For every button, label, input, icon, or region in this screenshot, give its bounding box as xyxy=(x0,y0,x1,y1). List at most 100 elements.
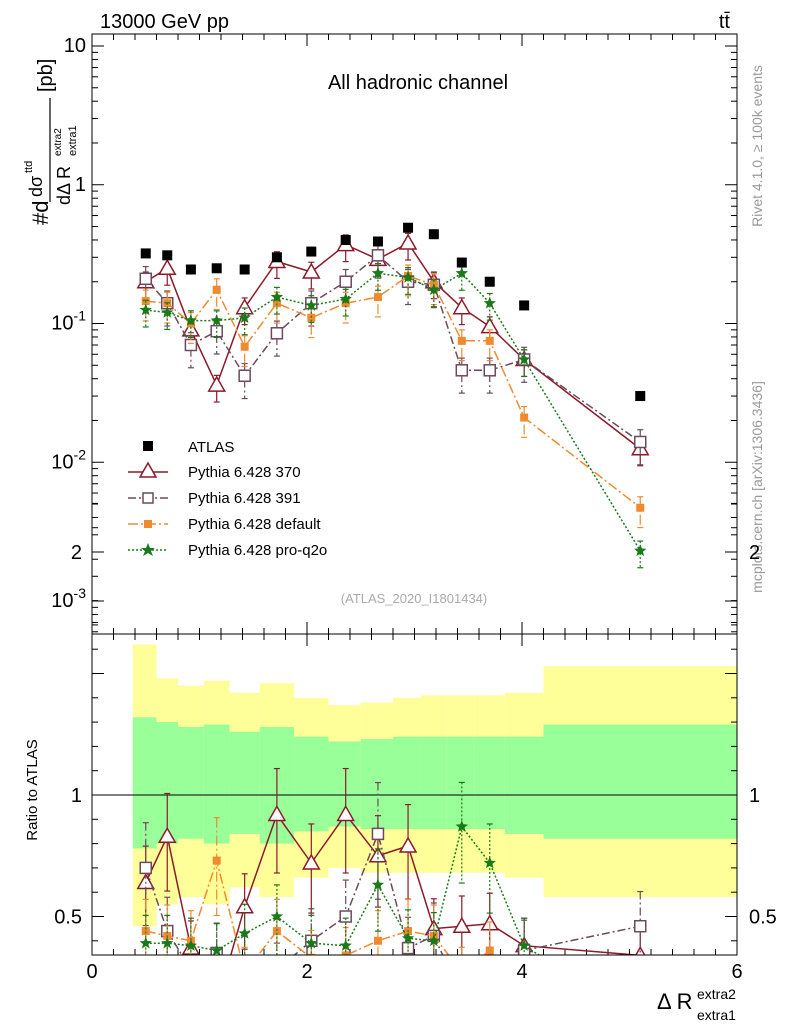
main-ytick-label: 10-2 xyxy=(51,446,86,473)
data-point xyxy=(272,927,281,936)
data-point xyxy=(484,977,495,988)
legend-entry-proq2o: Pythia 6.428 pro-q2o xyxy=(128,542,327,559)
ratio-ytick-label: 0.5 xyxy=(54,907,82,929)
data-point xyxy=(457,336,466,345)
data-point xyxy=(306,246,317,257)
ratio-band-green xyxy=(229,731,260,834)
data-point xyxy=(184,939,198,951)
data-point xyxy=(162,250,173,261)
data-point xyxy=(161,306,174,318)
data-point xyxy=(634,544,647,557)
data-point xyxy=(518,939,531,951)
ratio-band-green xyxy=(156,722,178,844)
series-pythia-6-428-391 xyxy=(139,242,647,466)
data-point xyxy=(371,878,385,891)
data-point xyxy=(427,283,440,295)
series-atlas xyxy=(140,222,646,402)
ratio-plot: 0 2 4 6 0.5 0.5 1 1 2 2 Ratio to ATLAS Δ R extra1… xyxy=(24,502,777,1024)
data-point xyxy=(485,946,494,955)
data-point xyxy=(207,375,226,392)
data-point xyxy=(403,222,414,233)
ratio-ticks: 0 2 4 6 0.5 0.5 1 1 2 2 xyxy=(54,502,777,983)
svg-text:ttd: ttd xyxy=(23,161,35,173)
data-point xyxy=(455,364,469,377)
data-point xyxy=(428,229,439,240)
legend-label-370: Pythia 6.428 370 xyxy=(188,464,301,481)
energy-label: 13000 GeV pp xyxy=(100,11,229,33)
data-point xyxy=(184,338,198,352)
legend-label-default: Pythia 6.428 default xyxy=(188,516,321,533)
ratio-ytick-label-right: 2 xyxy=(749,542,760,564)
data-point xyxy=(636,503,645,512)
data-point xyxy=(267,804,287,822)
data-point xyxy=(238,927,251,939)
data-point xyxy=(401,931,415,944)
data-point xyxy=(371,827,385,841)
svg-text:dσ: dσ xyxy=(26,176,46,197)
legend-entry-391: Pythia 6.428 391 xyxy=(128,490,301,507)
data-point xyxy=(398,836,418,853)
analysis-label: (ATLAS_2020_I1801434) xyxy=(341,591,487,606)
data-point xyxy=(141,927,150,936)
data-point xyxy=(398,233,418,250)
ratio-ytick-label: 1 xyxy=(71,785,82,807)
svg-text:dΔ R: dΔ R xyxy=(54,166,74,205)
svg-text:extra1: extra1 xyxy=(697,1007,736,1023)
data-point xyxy=(161,936,174,949)
data-point xyxy=(452,298,472,315)
ratio-ylabel: Ratio to ATLAS xyxy=(24,739,41,840)
ratio-ytick-label-right: 0.5 xyxy=(749,907,777,929)
svg-text:extra2: extra2 xyxy=(697,986,736,1002)
series-line xyxy=(145,254,641,443)
ratio-band-green xyxy=(178,726,204,839)
data-point xyxy=(140,248,151,259)
data-point xyxy=(238,369,251,383)
ratio-band-green xyxy=(360,739,393,830)
data-point xyxy=(340,234,351,245)
data-point xyxy=(401,270,415,283)
ratio-ytick-label-right: 1 xyxy=(749,785,760,807)
data-point xyxy=(139,272,152,286)
data-point xyxy=(184,314,198,326)
main-title: All hadronic channel xyxy=(328,72,508,94)
data-point xyxy=(520,995,528,1003)
svg-text:extra1: extra1 xyxy=(67,125,79,156)
data-point xyxy=(336,804,355,822)
data-point xyxy=(271,252,282,263)
mcplots-label: mcplots.cern.ch [arXiv:1306.3436] xyxy=(749,381,765,593)
data-point xyxy=(634,1012,646,1024)
data-point xyxy=(185,264,196,275)
ratio-band-green xyxy=(543,724,737,839)
data-point xyxy=(240,342,249,351)
data-point xyxy=(185,964,196,975)
data-point xyxy=(270,327,284,340)
ratio-xtick-label: 0 xyxy=(86,961,97,983)
main-ytick-label: 1 xyxy=(75,174,86,196)
data-point xyxy=(139,936,152,949)
data-point xyxy=(373,293,382,302)
svg-text:extra2: extra2 xyxy=(53,128,64,156)
data-point xyxy=(339,939,352,951)
ratio-xtick-label: 4 xyxy=(516,961,527,983)
data-point xyxy=(520,413,529,422)
legend-entry-atlas: ATLAS xyxy=(143,439,234,456)
data-point xyxy=(210,314,223,326)
ratio-frame xyxy=(91,633,738,956)
data-point xyxy=(483,296,496,309)
data-point xyxy=(483,856,496,869)
svg-text:[pb]: [pb] xyxy=(35,59,57,92)
data-point xyxy=(634,919,647,933)
ratio-band-green xyxy=(132,717,157,849)
data-point xyxy=(157,258,177,276)
legend-label-391: Pythia 6.428 391 xyxy=(188,490,301,507)
data-point xyxy=(157,826,177,844)
main-plot: 10 1 10-1 10-2 10-3 All hadronic channel (AT… xyxy=(23,33,738,635)
data-point xyxy=(635,391,646,402)
data-point xyxy=(634,435,647,449)
data-point xyxy=(139,861,152,875)
data-point xyxy=(458,968,466,976)
series-line xyxy=(145,857,494,955)
ratio-xlabel: Δ R extra1 extra2 xyxy=(657,986,736,1023)
series-pythia-6-428-pro-q2o xyxy=(139,262,647,569)
data-point xyxy=(484,276,495,287)
